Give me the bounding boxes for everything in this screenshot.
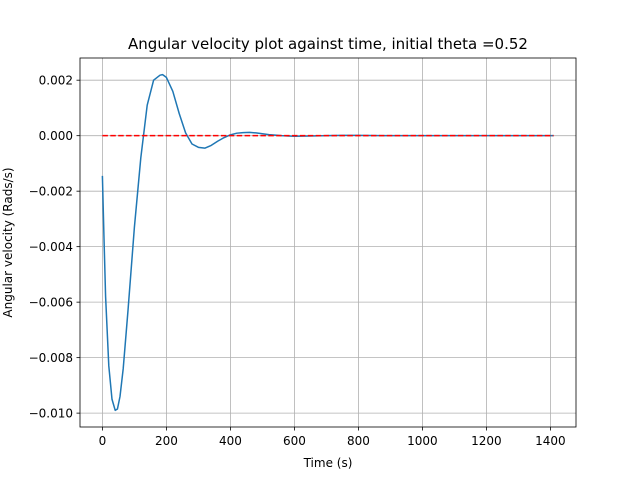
y-tick-label: 0.000 (39, 129, 73, 143)
y-tick-label: −0.002 (29, 185, 73, 199)
plot-frame (79, 57, 577, 428)
x-tick-label: 1400 (535, 434, 566, 448)
y-tick-label: −0.004 (29, 240, 73, 254)
y-tick-label: −0.006 (29, 296, 73, 310)
x-tick-label: 1200 (471, 434, 502, 448)
axis-ticks: 0 200 400 600 800 1000 1200 1400 0.002 0.000 −0.00… (29, 74, 566, 448)
y-tick-label: −0.008 (29, 351, 73, 365)
series-layer (101, 73, 554, 412)
chart-title: Angular velocity plot against time, init… (128, 35, 528, 53)
x-axis-title: Time (s) (303, 456, 353, 470)
x-tick-label: 1000 (407, 434, 438, 448)
x-tick-label: 400 (219, 434, 242, 448)
x-tick-label: 200 (155, 434, 178, 448)
y-tick-label: 0.002 (39, 74, 73, 88)
x-tick-label: 800 (347, 434, 370, 448)
y-tick-label: −0.010 (29, 407, 73, 421)
y-axis-title: Angular velocity (Rads/s) (1, 167, 15, 317)
x-tick-label: 0 (99, 434, 107, 448)
x-tick-label: 600 (283, 434, 306, 448)
grid-lines (80, 58, 576, 427)
